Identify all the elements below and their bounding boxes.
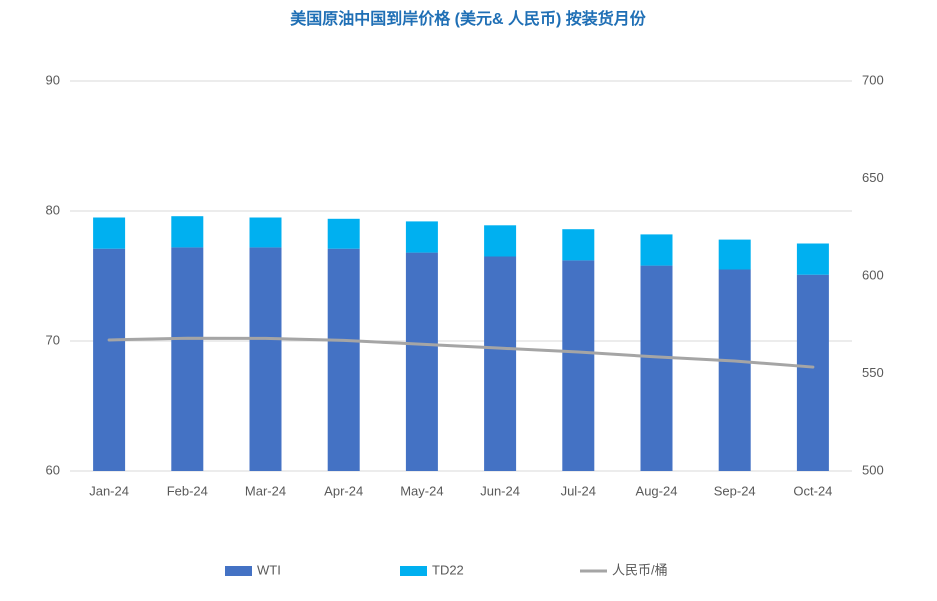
y2-tick-label: 500: [862, 462, 884, 477]
bar: [327, 248, 360, 471]
bar: [562, 260, 595, 471]
chart-title: 美国原油中国到岸价格 (美元& 人民币) 按装货月份: [290, 9, 647, 28]
y2-tick-label: 550: [862, 365, 884, 380]
bar: [327, 218, 360, 249]
bar: [249, 247, 282, 471]
bar: [640, 265, 673, 471]
line: [107, 336, 815, 369]
x-tick-label: May-24: [400, 483, 443, 498]
y2-tick-label: 650: [862, 170, 884, 185]
bar: [718, 269, 751, 471]
y-tick-label: 60: [46, 462, 60, 477]
bar: [171, 216, 204, 248]
bar: [405, 252, 438, 471]
bar: [562, 229, 595, 261]
x-tick-label: Feb-24: [167, 483, 208, 498]
x-tick-label: Sep-24: [714, 483, 756, 498]
bar: [93, 217, 126, 249]
legend-label: 人民币/桶: [612, 562, 668, 577]
legend-swatch: [400, 566, 427, 576]
y2-tick-label: 600: [862, 267, 884, 282]
y-tick-label: 90: [46, 72, 60, 87]
x-tick-label: Jun-24: [480, 483, 520, 498]
bar: [405, 221, 438, 253]
bar: [718, 239, 751, 270]
legend-label: WTI: [257, 562, 281, 577]
bar: [640, 234, 673, 266]
x-tick-label: Mar-24: [245, 483, 286, 498]
x-tick-label: Oct-24: [793, 483, 832, 498]
bar: [796, 274, 829, 471]
bar: [249, 217, 282, 248]
bar: [484, 225, 517, 257]
bar: [93, 248, 126, 471]
y2-tick-label: 700: [862, 72, 884, 87]
x-tick-label: Apr-24: [324, 483, 363, 498]
bar: [484, 256, 517, 471]
legend-label: TD22: [432, 562, 464, 577]
y-tick-label: 70: [46, 332, 60, 347]
legend-swatch: [225, 566, 252, 576]
y-tick-label: 80: [46, 202, 60, 217]
x-tick-label: Aug-24: [636, 483, 678, 498]
x-tick-label: Jan-24: [89, 483, 129, 498]
bar: [171, 247, 204, 471]
x-tick-label: Jul-24: [561, 483, 596, 498]
bar: [796, 243, 829, 275]
